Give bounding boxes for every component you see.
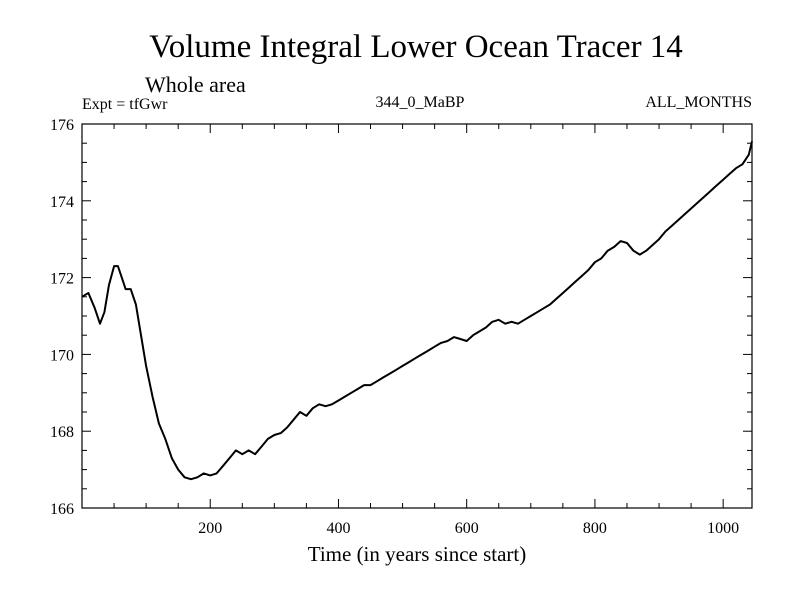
chart-subtitle: Whole area bbox=[145, 72, 246, 97]
y-tick-label: 174 bbox=[50, 194, 74, 211]
x-tick-label: 400 bbox=[326, 520, 350, 537]
y-tick-label: 176 bbox=[50, 117, 74, 134]
period-label: 344_0_MaBP bbox=[376, 94, 465, 111]
series-layer bbox=[81, 141, 753, 481]
x-tick-label: 1000 bbox=[707, 520, 739, 537]
x-tick-label: 200 bbox=[198, 520, 222, 537]
y-tick-label: 166 bbox=[50, 501, 74, 518]
tick-labels: 200 400 600 800 1000 166 168 170 172 174 176 bbox=[50, 117, 739, 537]
x-axis-label: Time (in years since start) bbox=[308, 542, 527, 566]
series-line-tracer14 bbox=[81, 141, 753, 481]
plot-area-frame bbox=[81, 123, 753, 509]
months-label: ALL_MONTHS bbox=[645, 94, 752, 111]
x-tick-label: 800 bbox=[583, 520, 607, 537]
experiment-label: Expt = tfGwr bbox=[82, 96, 168, 113]
y-tick-label: 168 bbox=[50, 424, 74, 441]
y-tick-label: 172 bbox=[50, 271, 74, 288]
x-tick-label: 600 bbox=[455, 520, 479, 537]
y-tick-label: 170 bbox=[50, 347, 74, 364]
axis-ticks bbox=[82, 124, 752, 508]
chart-title: Volume Integral Lower Ocean Tracer 14 bbox=[149, 29, 683, 65]
